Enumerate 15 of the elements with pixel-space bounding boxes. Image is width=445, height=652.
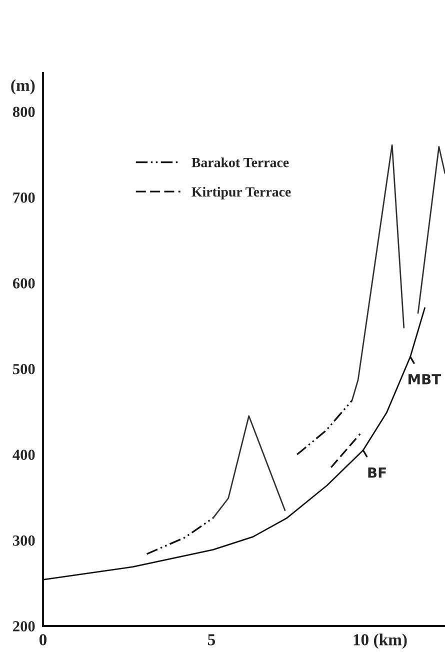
x-tick-label: 0 <box>39 634 47 646</box>
y-tick-label: 400 <box>12 450 35 460</box>
legend-label: Barakot Terrace <box>192 157 289 168</box>
x-tick-label: 10 (km) <box>354 634 407 649</box>
legend-label: Kirtipur Terrace <box>192 186 291 200</box>
annotation: MBT <box>408 374 442 384</box>
x-tick-label: 5 <box>208 634 216 646</box>
y-tick-label: 700 <box>13 192 35 203</box>
y-tick-label: 300 <box>13 535 35 546</box>
y-tick-label: 200 <box>13 621 35 632</box>
y-tick-label: 800 <box>12 106 35 118</box>
y-tick-label: 600 <box>12 278 35 289</box>
y-axis-title: (m) <box>11 79 35 94</box>
annotation: BF <box>368 468 386 478</box>
y-tick-label: 500 <box>13 364 35 374</box>
